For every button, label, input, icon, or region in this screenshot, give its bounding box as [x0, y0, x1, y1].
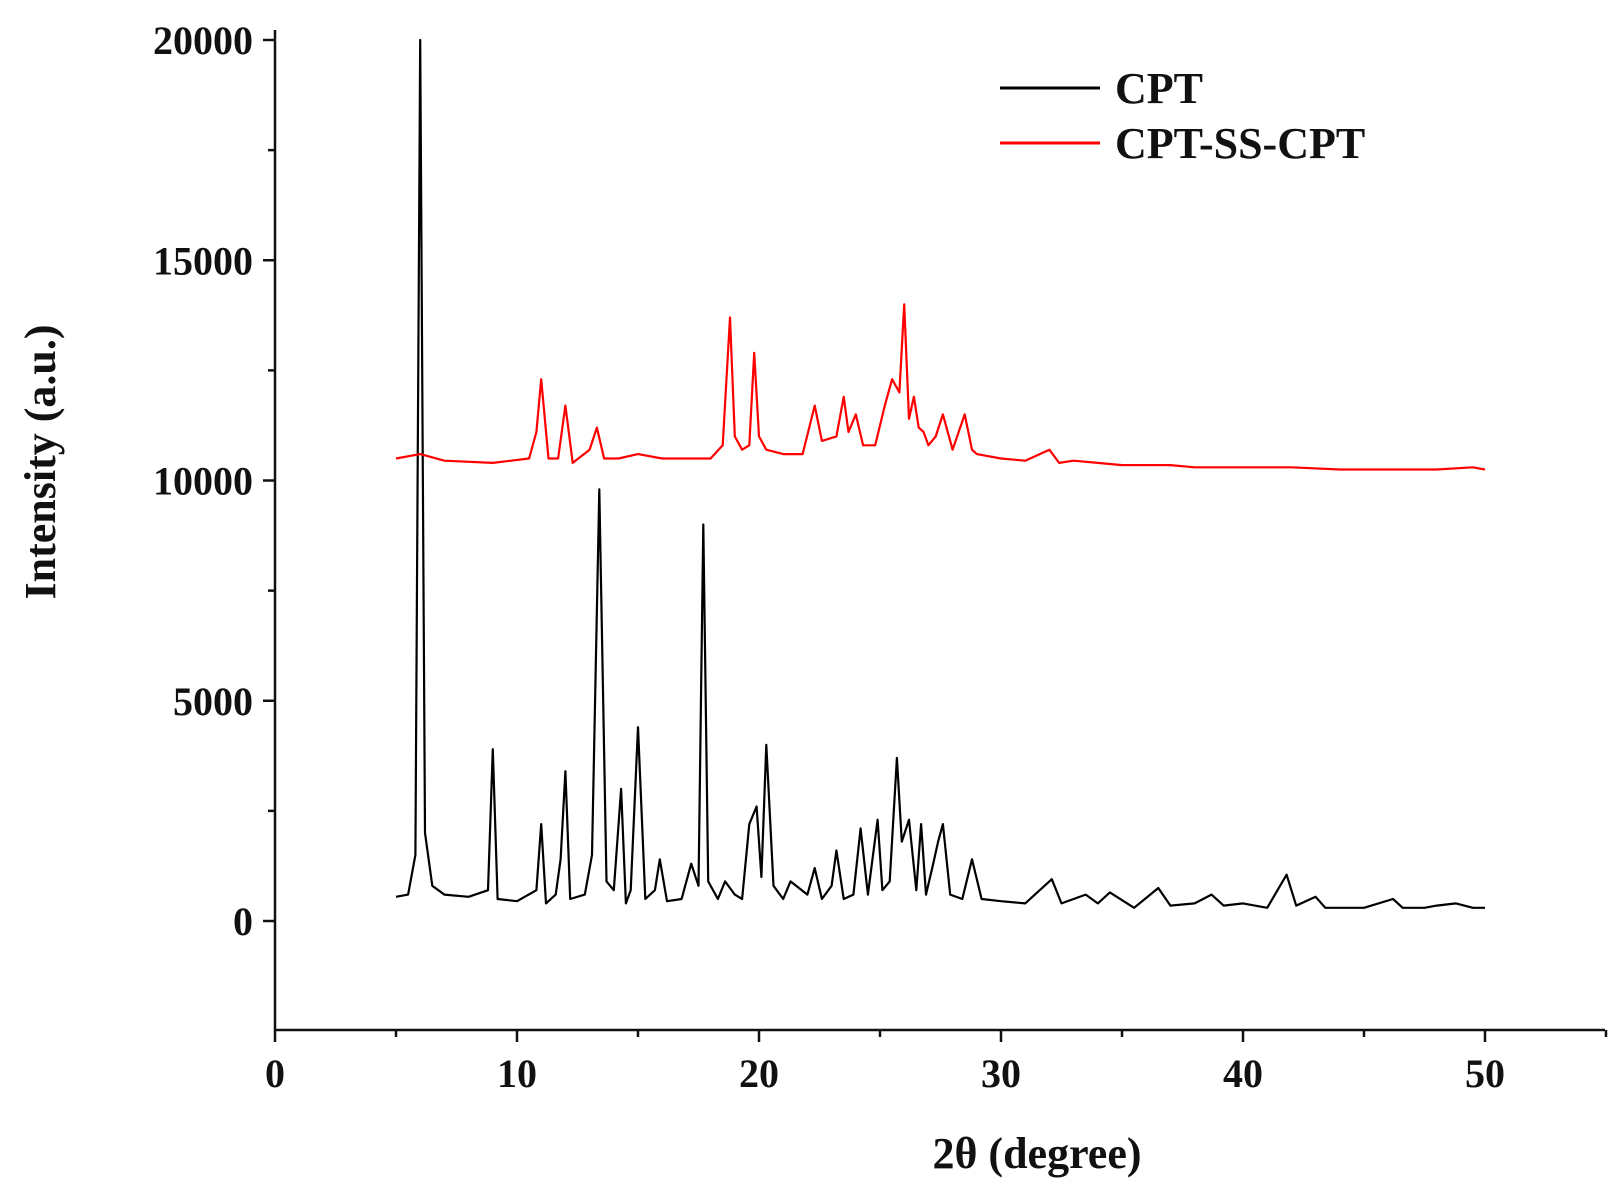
y-tick-label: 20000 [153, 18, 253, 63]
x-tick-label: 50 [1465, 1051, 1505, 1096]
legend-label-cpt-ss-cpt: CPT-SS-CPT [1115, 119, 1365, 168]
y-tick-label: 0 [233, 899, 253, 944]
y-tick-label: 10000 [153, 459, 253, 504]
y-axis-title: Intensity (a.u.) [16, 324, 65, 599]
x-tick-label: 40 [1223, 1051, 1263, 1096]
x-axis-title: 2θ (degree) [932, 1129, 1141, 1178]
series-line-cpt [395, 38, 1485, 909]
x-tick-label: 20 [739, 1051, 779, 1096]
y-tick-label: 15000 [153, 238, 253, 283]
series-line-cpt-ss-cpt [395, 303, 1486, 471]
y-tick-label: 5000 [173, 679, 253, 724]
x-tick-label: 30 [981, 1051, 1021, 1096]
x-tick-label: 0 [265, 1051, 285, 1096]
legend-label-cpt: CPT [1115, 64, 1203, 113]
x-tick-label: 10 [497, 1051, 537, 1096]
axes-layer: 0 10 20 30 40 50 0 5000 10000 15000 20000 [153, 18, 1608, 1096]
legend: CPT CPT-SS-CPT [1000, 64, 1365, 168]
series-layer [395, 38, 1486, 909]
